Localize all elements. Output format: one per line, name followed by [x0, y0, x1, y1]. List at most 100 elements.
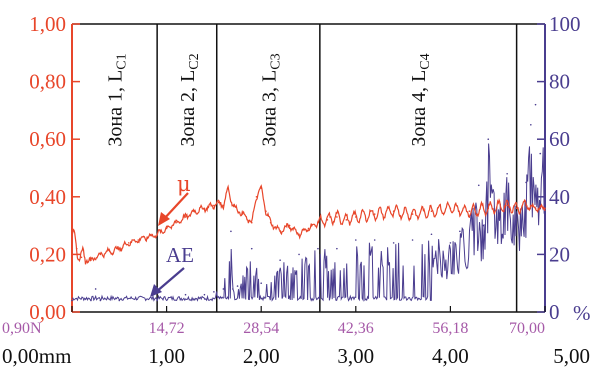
ae-point — [250, 247, 253, 250]
left-tick-label: 0,00 — [29, 300, 66, 324]
zone-label: Зона 2, LC2 — [177, 53, 202, 146]
ae-point — [459, 230, 461, 233]
ae-point — [506, 172, 508, 175]
mu-point — [184, 216, 187, 218]
mu-point — [317, 221, 319, 224]
ae-annotation: AE — [150, 243, 194, 297]
mu-point — [326, 219, 329, 221]
force-tick-label: 42,36 — [338, 320, 374, 337]
right-tick-label: 60 — [549, 127, 570, 151]
distance-tick-label: 3,00 — [337, 344, 374, 368]
force-tick-label: 0,90N — [2, 320, 42, 337]
mu-point — [487, 207, 490, 210]
mu-point — [411, 213, 414, 215]
zone-labels: Зона 1, LC1 Зона 2, LC2 Зона 3, LC3 Зона 4,… — [105, 53, 434, 146]
mu-point — [260, 187, 263, 189]
zone-label-sub: C4 — [418, 53, 433, 69]
zone-label-main: Зона 3, L — [258, 70, 280, 147]
distance-tick-label: 5,00 — [553, 344, 590, 368]
zone-label-sub: C2 — [187, 53, 202, 69]
ae-point — [232, 288, 234, 290]
mu-point — [515, 207, 518, 210]
mu-point — [71, 233, 73, 236]
mu-line — [71, 184, 546, 265]
mu-point — [392, 210, 395, 212]
ae-point — [430, 233, 433, 236]
right-tick-label: 100 — [549, 12, 581, 36]
ae-series — [71, 103, 546, 302]
ae-point — [94, 288, 97, 290]
mu-point — [241, 213, 244, 215]
ae-point — [392, 242, 395, 244]
mu-point — [127, 242, 130, 244]
ae-point — [539, 152, 542, 155]
mu-annotation: μ — [158, 172, 191, 226]
mu-point — [373, 213, 376, 215]
mu-point — [227, 187, 229, 189]
force-tick-label: 28,54 — [243, 320, 279, 337]
ae-point — [99, 299, 102, 302]
ae-point — [260, 282, 263, 285]
distance-tick-label: 0,00mm — [2, 344, 71, 368]
mu-point — [336, 216, 338, 218]
mu-point — [265, 210, 267, 212]
force-tick-label: 56,18 — [432, 320, 468, 337]
ae-point — [534, 103, 537, 106]
mu-point — [109, 250, 111, 253]
ae-point — [236, 285, 239, 287]
left-tick-label: 0,80 — [29, 70, 66, 94]
mu-point — [146, 236, 149, 238]
ae-point — [530, 124, 532, 126]
force-axis-ticks: 0,90N 14,72 28,54 42,36 56,18 70,00 — [2, 306, 546, 337]
zone-label-main: Зона 1, L — [105, 70, 127, 147]
mu-series — [71, 184, 546, 265]
right-tick-label: 0 — [549, 300, 560, 324]
left-tick-label: 0,40 — [29, 185, 66, 209]
ae-label: AE — [166, 243, 194, 267]
mu-point — [222, 204, 225, 207]
mu-point — [468, 210, 471, 212]
mu-arrowhead — [158, 212, 170, 226]
ae-point — [213, 291, 215, 293]
mu-point — [506, 204, 508, 207]
force-tick-label: 14,72 — [149, 320, 185, 337]
ae-arrowhead — [150, 284, 162, 297]
mu-point — [279, 230, 281, 233]
ae-point — [411, 239, 414, 241]
ae-line — [71, 143, 546, 302]
zone-label-sub: C3 — [268, 53, 283, 69]
mu-arrow — [162, 192, 189, 221]
mu-point — [156, 233, 158, 236]
distance-axis-ticks: 0,00mm 1,00 2,00 3,00 4,00 5,00 — [2, 344, 590, 368]
mu-point — [288, 224, 291, 227]
mu-point — [213, 204, 215, 207]
right-tick-label: 20 — [549, 242, 570, 266]
zone-label-main: Зона 4, L — [408, 70, 430, 147]
mu-point — [307, 227, 310, 230]
zone-label: Зона 4, LC4 — [408, 53, 433, 146]
mu-point — [99, 253, 102, 256]
mu-point — [194, 210, 196, 212]
left-tick-label: 1,00 — [29, 12, 66, 36]
plot-frame-group — [71, 23, 546, 313]
mu-point — [232, 204, 234, 207]
mu-point — [203, 207, 206, 210]
right-axis-ticks: 0 20 40 60 80 100 — [537, 12, 581, 324]
ae-point — [373, 239, 376, 241]
ae-point — [203, 293, 206, 296]
ae-point — [156, 299, 158, 302]
ae-point — [118, 299, 121, 302]
ae-point — [477, 184, 480, 187]
mu-point — [345, 219, 348, 221]
ae-point — [279, 259, 281, 261]
ae-point — [90, 299, 92, 302]
mu-point — [118, 247, 121, 250]
left-axis-ticks: 0,00 0,20 0,40 0,60 0,80 1,00 — [29, 12, 80, 324]
mu-point — [75, 247, 78, 250]
ae-point — [317, 247, 319, 250]
mu-point — [449, 207, 452, 210]
ae-point — [298, 253, 300, 256]
right-axis-unit: % — [573, 301, 591, 325]
zone-boundaries — [156, 24, 518, 312]
mu-point — [175, 221, 177, 224]
